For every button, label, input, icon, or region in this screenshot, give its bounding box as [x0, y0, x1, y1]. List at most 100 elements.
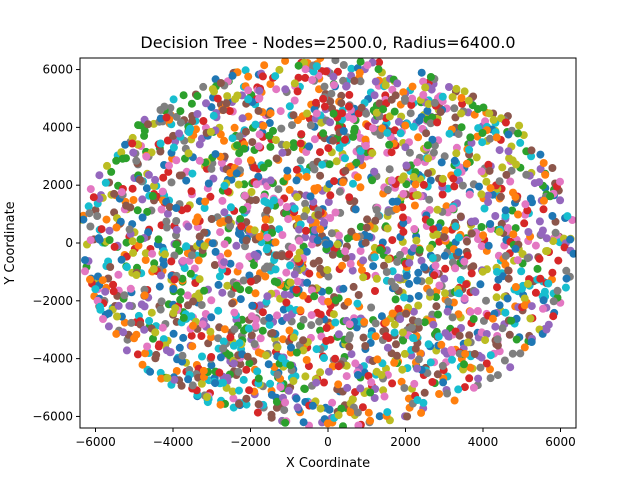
data-point	[366, 416, 375, 425]
data-point	[322, 240, 331, 249]
data-point	[391, 283, 400, 291]
data-point	[85, 209, 94, 218]
data-point	[335, 187, 344, 196]
data-point	[230, 308, 239, 317]
data-point	[176, 295, 185, 304]
data-point	[222, 99, 231, 108]
data-point	[260, 61, 269, 70]
data-point	[126, 203, 135, 212]
data-point	[414, 268, 423, 277]
data-point	[421, 83, 430, 92]
data-point	[368, 149, 377, 158]
data-point	[150, 259, 159, 268]
data-point	[330, 81, 338, 89]
data-point	[387, 148, 396, 157]
data-point	[498, 324, 507, 333]
data-point	[117, 255, 126, 264]
data-point	[491, 212, 500, 220]
data-point	[207, 353, 216, 361]
data-point	[460, 257, 469, 266]
data-point	[156, 305, 165, 314]
data-point	[406, 109, 415, 118]
data-point	[219, 378, 227, 387]
x-tick-label: −6000	[75, 435, 116, 449]
data-point	[536, 150, 545, 159]
data-point	[325, 160, 334, 169]
data-point	[417, 408, 426, 417]
data-point	[292, 165, 301, 174]
data-point	[239, 276, 248, 285]
data-point	[324, 144, 333, 153]
data-point	[218, 288, 227, 297]
data-point	[351, 205, 360, 214]
data-point	[440, 347, 449, 356]
data-point	[265, 131, 274, 140]
data-point	[426, 119, 435, 128]
data-point	[548, 164, 557, 172]
data-point	[129, 196, 138, 204]
data-point	[471, 217, 480, 226]
data-point	[486, 351, 495, 360]
data-point	[482, 177, 491, 186]
data-point	[351, 359, 360, 368]
data-point	[331, 58, 340, 65]
data-point	[480, 204, 489, 213]
data-point	[507, 316, 516, 325]
data-point	[245, 359, 254, 368]
data-point	[385, 140, 394, 149]
data-point	[299, 291, 307, 300]
data-point	[344, 102, 353, 111]
data-point	[281, 85, 290, 94]
data-point	[539, 196, 548, 205]
data-point	[199, 366, 208, 375]
data-point	[462, 159, 471, 168]
data-point	[112, 223, 121, 232]
data-point	[141, 249, 150, 258]
data-point	[220, 325, 229, 334]
data-point	[114, 301, 123, 310]
data-point	[302, 172, 311, 181]
data-point	[230, 123, 239, 132]
data-point	[255, 86, 264, 95]
data-point	[280, 290, 289, 299]
data-point	[266, 80, 275, 89]
data-point	[312, 109, 321, 118]
data-point	[415, 116, 424, 125]
data-point	[347, 253, 356, 261]
data-point	[242, 236, 251, 245]
data-point	[122, 238, 131, 247]
data-point	[437, 158, 446, 167]
data-point	[556, 196, 565, 205]
data-point	[410, 225, 419, 233]
data-point	[373, 355, 382, 364]
data-point	[349, 282, 358, 291]
data-point	[169, 131, 178, 140]
data-point	[443, 389, 452, 398]
y-tick-label: 0	[65, 236, 73, 250]
data-point	[306, 121, 315, 130]
data-point	[218, 196, 227, 205]
data-point	[301, 372, 310, 381]
data-point	[281, 418, 290, 427]
data-point	[289, 143, 298, 152]
data-point	[122, 263, 131, 272]
data-point	[356, 384, 365, 393]
data-point	[331, 318, 340, 327]
data-point	[486, 374, 495, 383]
data-point	[383, 185, 392, 194]
data-point	[285, 185, 294, 194]
data-point	[438, 361, 447, 370]
data-point	[288, 121, 296, 130]
data-point	[354, 291, 363, 299]
data-point	[310, 292, 319, 301]
data-point	[314, 256, 323, 265]
data-point	[290, 204, 299, 213]
data-point	[477, 242, 486, 251]
data-point	[466, 307, 475, 316]
data-point	[536, 165, 545, 173]
data-point	[211, 247, 220, 256]
data-point	[175, 343, 184, 352]
data-point	[396, 129, 405, 138]
data-point	[331, 296, 340, 305]
data-point	[337, 404, 346, 413]
